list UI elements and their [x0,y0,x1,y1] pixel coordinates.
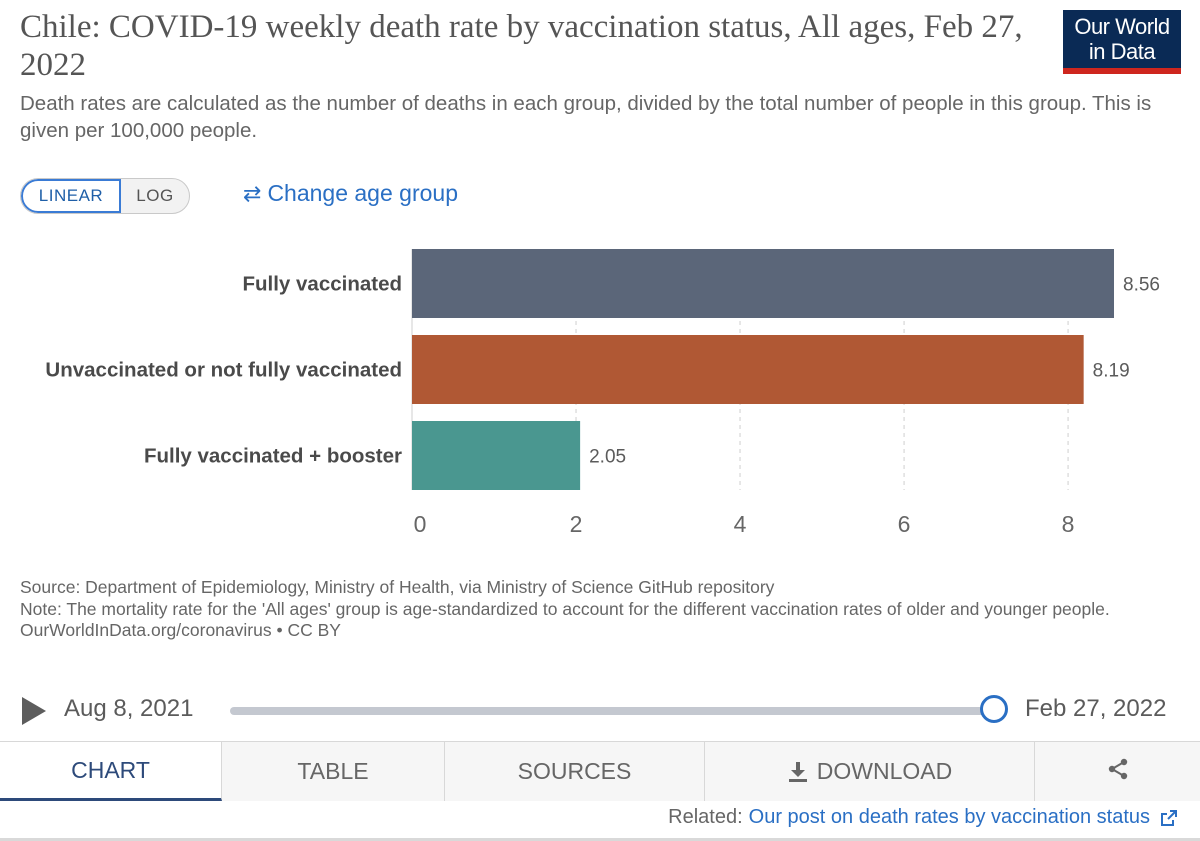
external-link-icon[interactable] [1160,809,1178,827]
timeline-handle[interactable] [980,695,1008,723]
play-icon[interactable] [22,697,46,725]
value-label: 8.56 [1123,275,1160,296]
chart-subtitle: Death rates are calculated as the number… [20,92,1152,142]
tab-bar: CHART TABLE SOURCES DOWNLOAD [0,741,1200,801]
x-tick-label: 0 [414,511,427,537]
log-scale-button[interactable]: LOG [136,186,174,205]
category-label: Unvaccinated or not fully vaccinated [45,359,402,382]
x-tick-label: 2 [570,511,583,537]
tab-download[interactable]: DOWNLOAD [705,742,1035,801]
related-link-row: Related: Our post on death rates by vacc… [668,806,1178,829]
x-tick-label: 6 [898,511,911,537]
bar [412,335,1084,404]
tab-chart[interactable]: CHART [0,742,222,801]
change-age-group-label: Change age group [267,180,458,206]
value-label: 8.19 [1093,361,1130,382]
timeline: Aug 8, 2021 Feb 27, 2022 [0,690,1200,730]
tab-sources[interactable]: SOURCES [445,742,705,801]
chart-footer: Source: Department of Epidemiology, Mini… [20,577,1170,642]
change-age-group-button[interactable]: ⇄ Change age group [243,180,458,207]
timeline-track[interactable] [230,707,996,715]
owid-logo[interactable]: Our World in Data [1063,10,1181,74]
share-icon [1106,757,1130,787]
tab-share[interactable] [1035,742,1200,801]
download-label: DOWNLOAD [816,758,953,784]
linear-scale-button[interactable]: LINEAR [21,179,121,213]
bar [412,421,581,490]
methodology-note: Note: The mortality rate for the 'All ag… [20,598,1110,619]
source-note: Source: Department of Epidemiology, Mini… [20,577,775,597]
logo-line-1: Our World [1074,14,1170,39]
related-post-link[interactable]: Our post on death rates by vaccination s… [748,806,1150,828]
bottom-divider [0,838,1200,841]
bar [412,249,1114,318]
timeline-start-date: Aug 8, 2021 [64,695,194,722]
category-label: Fully vaccinated [242,273,402,296]
bar-chart: 0 2 4 6 8 Fully vaccinated 8.56 Unvaccinated or… [45,249,1160,537]
value-label: 2.05 [589,447,626,468]
scale-toggle: LINEAR LOG [20,178,190,214]
x-tick-label: 8 [1062,511,1075,537]
chart-title: Chile: COVID-19 weekly death rate by vac… [20,9,1023,83]
category-label: Fully vaccinated + booster [144,445,402,468]
x-tick-label: 4 [734,511,747,537]
license-note: OurWorldInData.org/coronavirus • CC BY [20,620,341,640]
download-icon [787,761,809,783]
related-prefix: Related: [668,806,743,828]
timeline-end-date: Feb 27, 2022 [1025,695,1167,722]
tab-table[interactable]: TABLE [222,742,445,801]
swap-arrows-icon: ⇄ [243,180,262,206]
logo-line-2: in Data [1088,39,1156,64]
